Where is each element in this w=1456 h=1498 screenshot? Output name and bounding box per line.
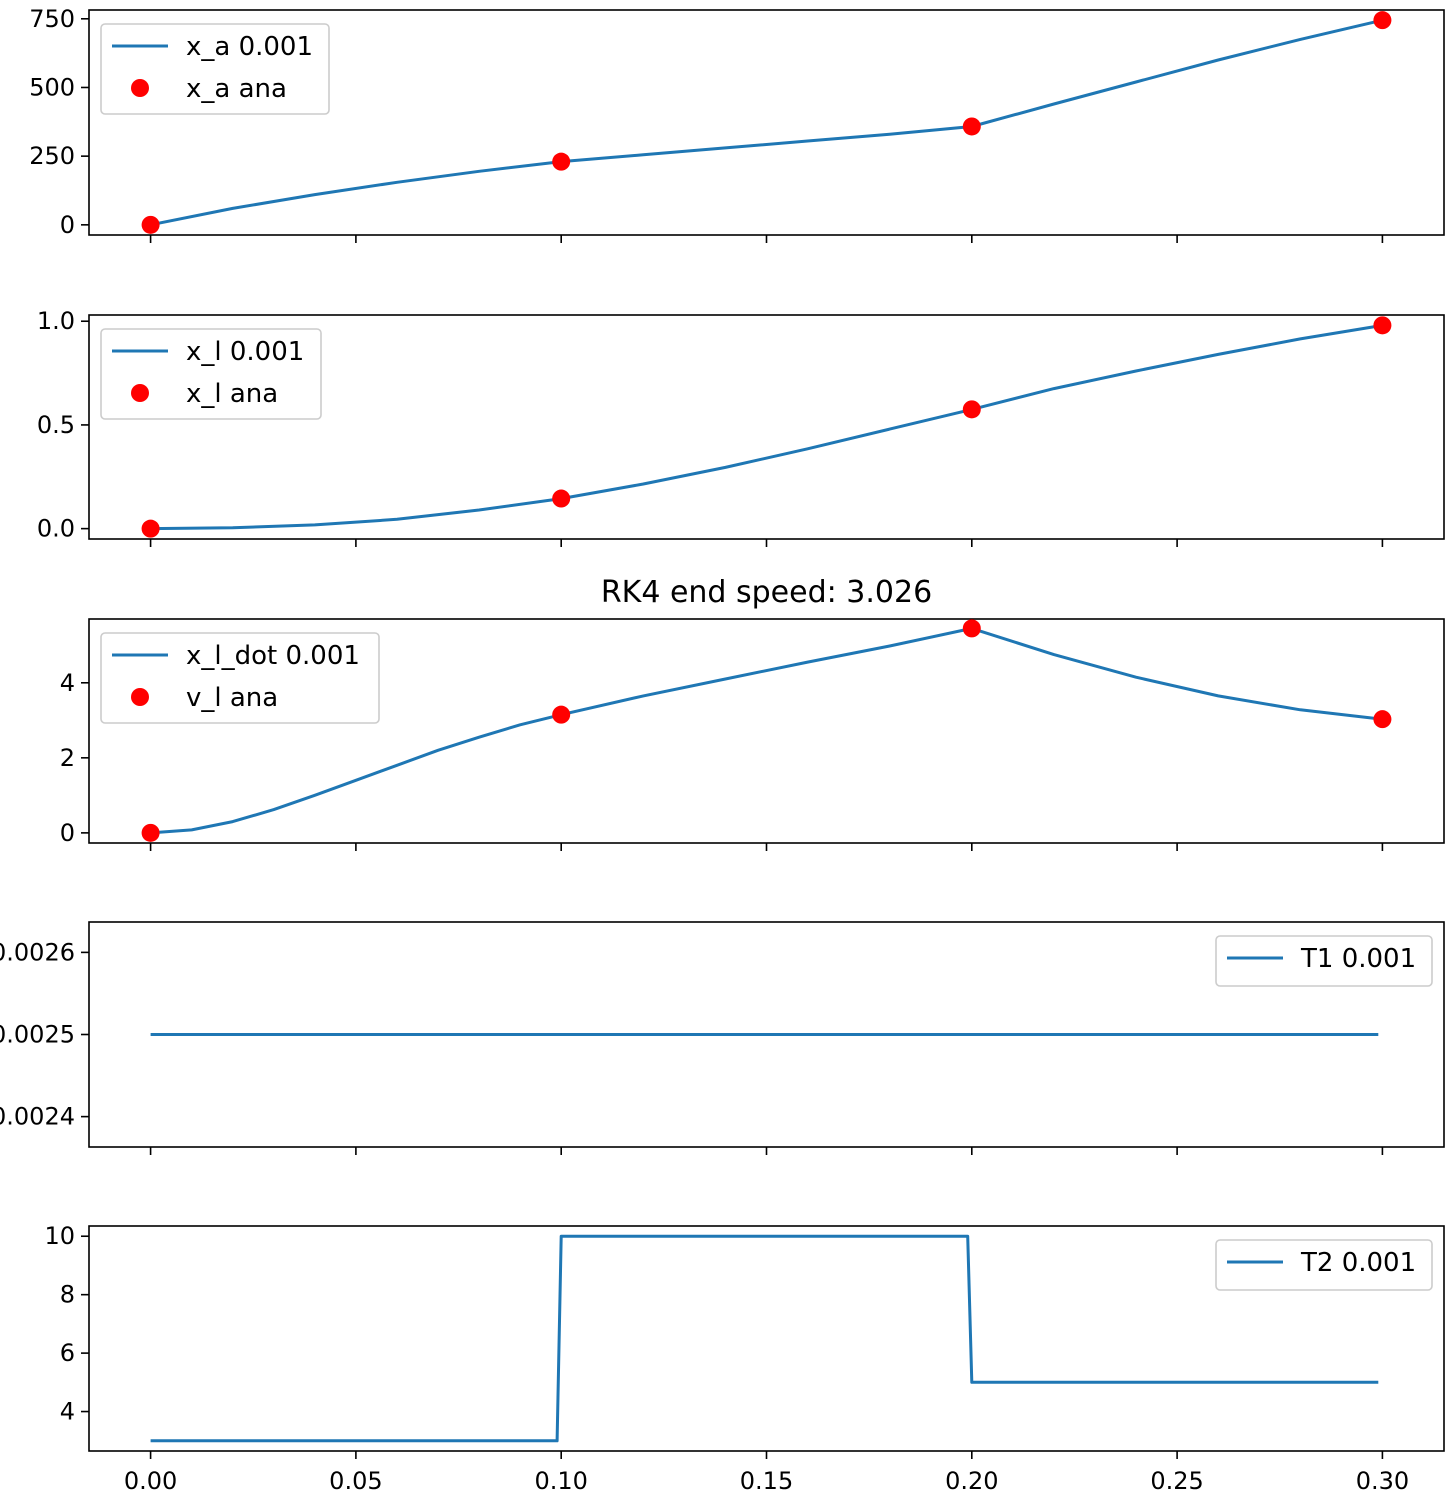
subplot-title: RK4 end speed: 3.026: [601, 575, 932, 610]
data-point-marker: [552, 489, 571, 508]
y-tick-label: 0.0024: [0, 1103, 75, 1131]
legend-marker-swatch: [131, 79, 149, 97]
y-tick-label: 4: [60, 1398, 75, 1426]
legend-label: T1 0.001: [1300, 944, 1416, 974]
x-tick-label: 0.30: [1356, 1467, 1409, 1495]
y-tick-label: 4: [60, 669, 75, 697]
y-tick-label: 0.0: [37, 515, 75, 543]
legend: x_a 0.001 x_a ana: [100, 23, 330, 115]
series-line-x-l-0-001: [150, 323, 1383, 531]
data-point-marker: [141, 823, 160, 842]
data-point-marker: [141, 215, 160, 234]
legend: T1 0.001: [1215, 935, 1433, 987]
y-tick-label: 6: [60, 1339, 75, 1367]
series-line-t2-0-001: [150, 1234, 1379, 1443]
x-tick-label: 0.15: [740, 1467, 793, 1495]
x-tick-label: 0.05: [329, 1467, 382, 1495]
legend-label: x_l_dot 0.001: [186, 641, 360, 671]
subplot-3: RK4 end speed: 3.026 0 2 4 x_l_dot 0.001 v_l …: [60, 575, 1445, 851]
y-tick-label: 0: [60, 211, 75, 239]
x-tick-label: 0.00: [124, 1467, 177, 1495]
legend-marker-swatch: [131, 688, 149, 706]
legend-label: v_l ana: [186, 683, 278, 713]
data-point-marker: [962, 619, 981, 638]
y-tick-label: 0.0025: [0, 1021, 75, 1049]
data-point-marker: [552, 705, 571, 724]
legend-label: x_a 0.001: [186, 32, 313, 62]
y-tick-label: 10: [44, 1222, 75, 1250]
subplot-4: 0.0024 0.0025 0.0026 T1 0.001: [0, 921, 1445, 1155]
data-point-marker: [1373, 710, 1392, 729]
y-tick-label: 0: [60, 819, 75, 847]
y-tick-label: 750: [29, 5, 75, 33]
y-tick-label: 0.0026: [0, 938, 75, 966]
data-point-marker: [1373, 316, 1392, 335]
data-point-marker: [141, 519, 160, 538]
legend-box: [100, 632, 380, 724]
data-point-marker: [962, 117, 981, 136]
subplot-5: 0.00 0.05 0.10 0.15 0.20 0.25 0.30 4 6 8 10 T2 0.00…: [44, 1222, 1445, 1495]
subplot-2: 0.0 0.5 1.0 x_l 0.001 x_l ana: [37, 307, 1445, 547]
subplot-1: 0 250 500 750 x_a 0.001 x_a ana: [29, 5, 1445, 243]
legend-label: x_l 0.001: [186, 337, 304, 367]
legend: x_l 0.001 x_l ana: [100, 328, 322, 420]
y-tick-label: 1.0: [37, 307, 75, 335]
y-tick-label: 0.5: [37, 411, 75, 439]
x-tick-label: 0.10: [534, 1467, 587, 1495]
legend-label: T2 0.001: [1300, 1248, 1416, 1278]
legend-label: x_a ana: [186, 74, 287, 104]
legend-label: x_l ana: [186, 379, 278, 409]
y-tick-label: 8: [60, 1281, 75, 1309]
series-line-x-a-0-001: [150, 18, 1383, 227]
data-point-marker: [552, 152, 571, 171]
data-point-marker: [962, 400, 981, 419]
y-tick-label: 2: [60, 744, 75, 772]
legend: T2 0.001: [1215, 1239, 1433, 1291]
legend-box: [1215, 935, 1433, 987]
x-tick-label: 0.20: [945, 1467, 998, 1495]
legend: x_l_dot 0.001 v_l ana: [100, 632, 380, 724]
x-tick-label: 0.25: [1150, 1467, 1203, 1495]
legend-box: [1215, 1239, 1433, 1291]
data-point-marker: [1373, 11, 1392, 30]
y-tick-label: 500: [29, 73, 75, 101]
legend-marker-swatch: [131, 384, 149, 402]
y-tick-label: 250: [29, 142, 75, 170]
